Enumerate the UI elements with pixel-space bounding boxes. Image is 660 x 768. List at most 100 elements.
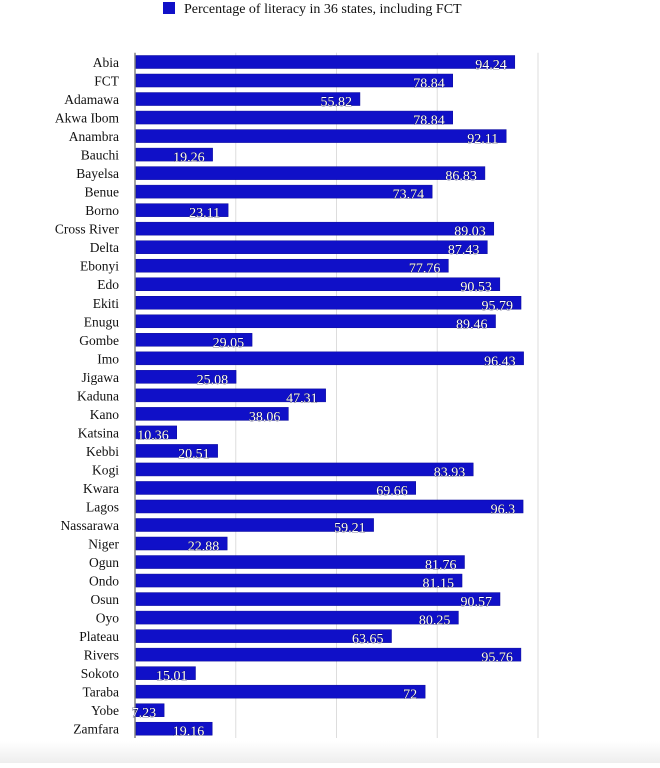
bar xyxy=(135,555,465,569)
value-label: 69.66 xyxy=(376,484,408,499)
bar xyxy=(135,481,416,495)
bar xyxy=(135,314,496,329)
value-label: 78.84 xyxy=(413,114,445,129)
value-label: 87.43 xyxy=(448,243,480,258)
value-label: 29.05 xyxy=(213,336,245,351)
value-label: 81.15 xyxy=(423,577,455,592)
bar xyxy=(135,73,453,88)
value-label: 23.11 xyxy=(189,206,220,221)
category-label: Oyo xyxy=(96,611,119,626)
value-label: 86.83 xyxy=(445,169,477,184)
bar xyxy=(135,388,326,403)
bar xyxy=(135,499,524,514)
category-label: Ogun xyxy=(89,555,119,570)
value-label: 89.46 xyxy=(456,317,488,332)
bar xyxy=(135,407,289,421)
category-label: Yobe xyxy=(91,703,119,718)
value-label: 25.08 xyxy=(197,373,229,388)
category-label: Bauchi xyxy=(81,148,119,163)
category-label: Katsina xyxy=(78,425,119,440)
bar xyxy=(135,592,501,606)
bar xyxy=(135,629,392,643)
bar xyxy=(135,92,361,106)
category-label: Edo xyxy=(97,277,119,292)
category-label: Kogi xyxy=(92,462,119,477)
category-label: Osun xyxy=(90,592,119,607)
legend-label: Percentage of literacy in 36 states, inc… xyxy=(184,2,462,17)
category-label: Akwa Ibom xyxy=(55,111,120,126)
bar xyxy=(135,110,453,125)
category-label: Anambra xyxy=(69,129,119,144)
value-label: 59.21 xyxy=(334,521,366,536)
category-label: Ondo xyxy=(89,574,119,589)
value-label: 83.93 xyxy=(434,465,466,480)
category-label: Zamfara xyxy=(73,722,119,737)
bar xyxy=(135,721,213,736)
bottom-shade xyxy=(0,741,660,763)
value-label: 89.03 xyxy=(454,225,486,240)
value-label: 90.57 xyxy=(460,595,492,610)
value-label: 94.24 xyxy=(475,58,507,73)
value-label: 92.11 xyxy=(467,132,498,147)
value-label: 95.76 xyxy=(481,651,513,666)
category-label: Ekiti xyxy=(93,296,119,311)
category-label: FCT xyxy=(94,74,120,89)
legend-swatch xyxy=(163,2,175,14)
bar xyxy=(135,536,228,551)
bar xyxy=(135,462,474,477)
category-label: Kebbi xyxy=(86,444,119,459)
bar xyxy=(135,129,507,143)
value-label: 19.16 xyxy=(173,725,205,740)
category-label: Abia xyxy=(93,55,119,70)
bar xyxy=(135,240,488,254)
bar xyxy=(135,610,459,625)
category-label: Jigawa xyxy=(82,370,120,385)
category-label: Enugu xyxy=(84,314,119,329)
category-label: Kano xyxy=(90,407,119,422)
value-label: 20.51 xyxy=(178,447,210,462)
bar xyxy=(135,147,213,162)
value-label: 22.88 xyxy=(188,540,220,555)
category-label: Plateau xyxy=(79,629,119,644)
bar xyxy=(135,333,253,347)
category-label: Gombe xyxy=(79,333,119,348)
bar xyxy=(135,55,516,69)
value-label: 47.31 xyxy=(286,391,318,406)
category-label: Adamawa xyxy=(64,92,119,107)
category-label: Cross River xyxy=(55,222,120,237)
category-label: Benue xyxy=(85,185,120,200)
bar xyxy=(135,666,196,680)
value-label: 10.36 xyxy=(137,428,169,443)
bar xyxy=(135,277,501,291)
value-label: 95.79 xyxy=(482,299,514,314)
value-label: 81.76 xyxy=(425,558,457,573)
bar xyxy=(135,184,433,199)
value-label: 72 xyxy=(403,688,417,703)
value-label: 38.06 xyxy=(249,410,281,425)
bar xyxy=(135,425,178,440)
value-label: 15.01 xyxy=(156,669,188,684)
bar xyxy=(135,573,463,588)
value-label: 96.3 xyxy=(491,502,516,517)
category-label: Bayelsa xyxy=(76,166,119,181)
bar xyxy=(135,684,426,699)
bar xyxy=(135,703,165,717)
category-label: Niger xyxy=(88,537,119,552)
bar xyxy=(135,203,229,217)
bar xyxy=(135,351,524,366)
category-label: Rivers xyxy=(84,648,119,663)
value-label: 19.26 xyxy=(173,151,205,166)
bar xyxy=(135,647,522,662)
value-label: 90.53 xyxy=(460,280,492,295)
category-label: Imo xyxy=(97,351,119,366)
bar xyxy=(135,518,374,532)
bar xyxy=(135,258,449,273)
value-label: 73.74 xyxy=(393,188,425,203)
category-label: Lagos xyxy=(86,499,119,514)
value-label: 78.84 xyxy=(413,77,445,92)
bar xyxy=(135,444,218,458)
category-label: Ebonyi xyxy=(80,259,119,274)
category-label: Delta xyxy=(90,240,119,255)
